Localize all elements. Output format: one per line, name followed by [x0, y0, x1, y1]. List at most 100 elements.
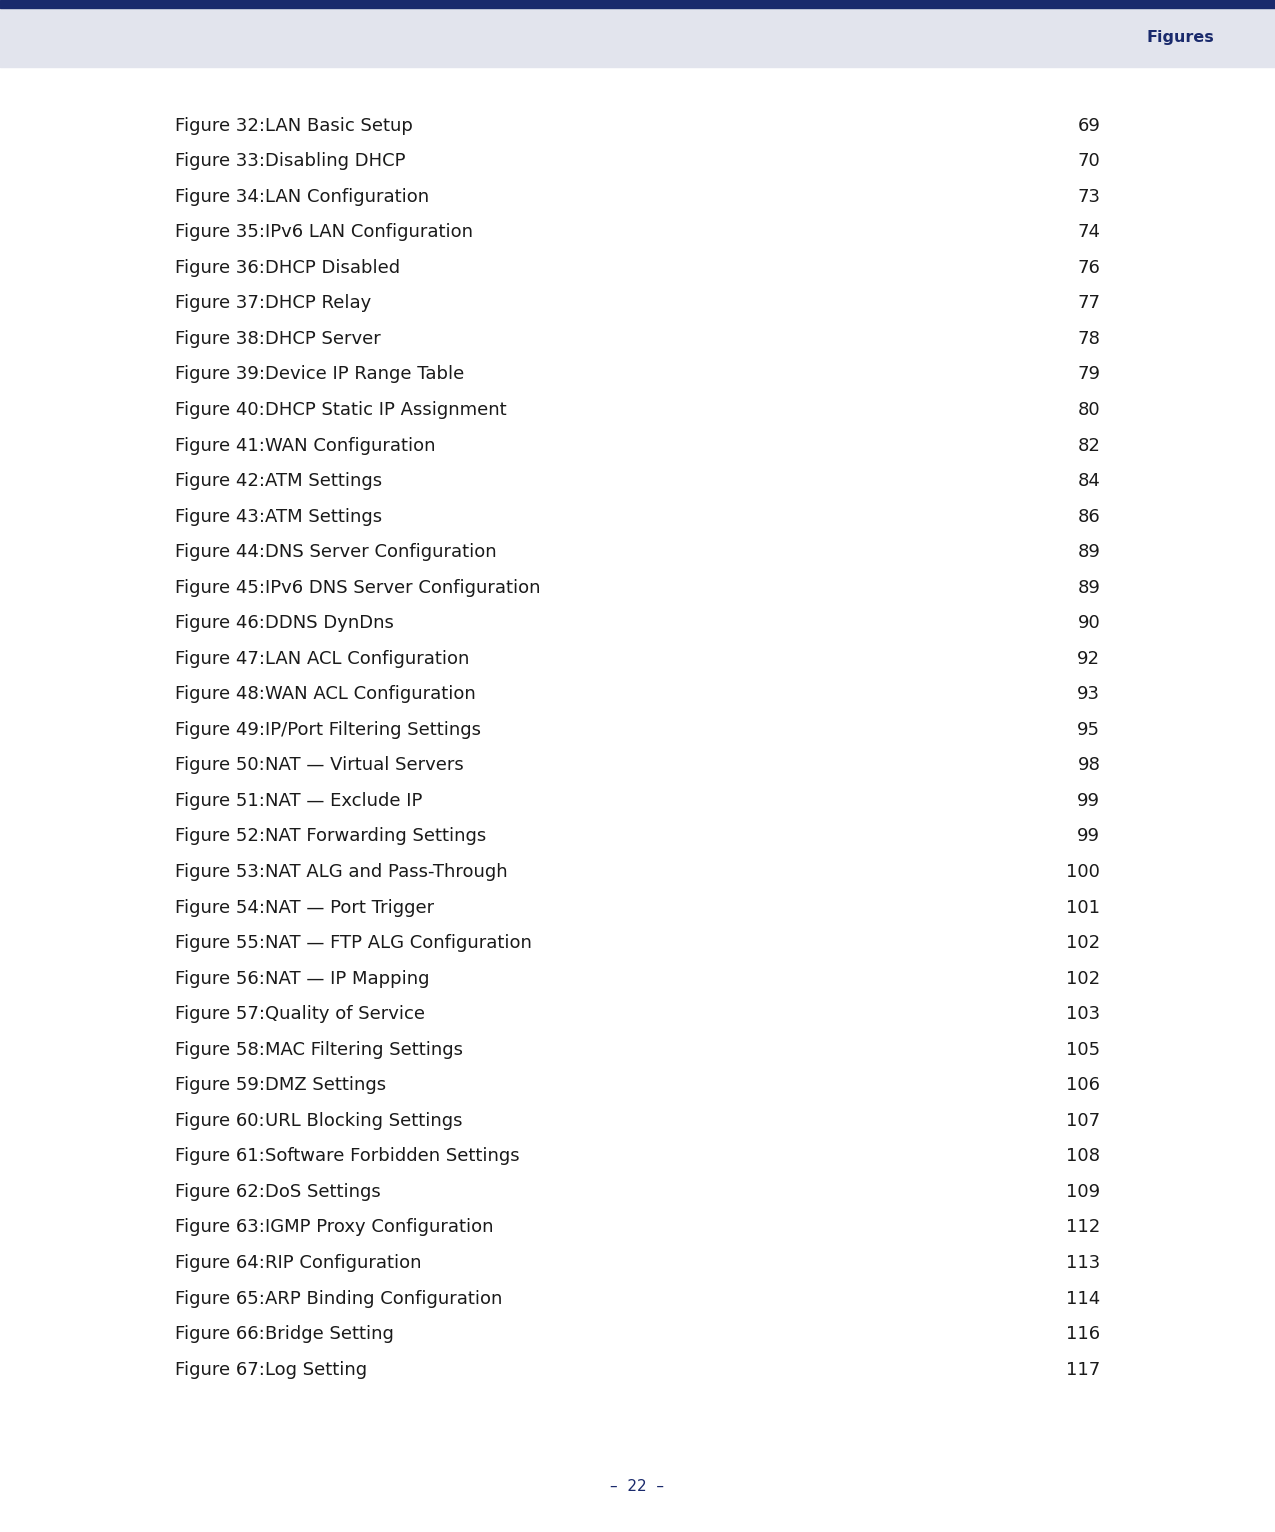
Text: IPv6 LAN Configuration: IPv6 LAN Configuration [265, 224, 473, 241]
Text: –  22  –: – 22 – [611, 1478, 664, 1494]
Text: Figure 39:: Figure 39: [175, 366, 265, 383]
Text: 70: 70 [1077, 152, 1100, 170]
Text: LAN ACL Configuration: LAN ACL Configuration [265, 650, 469, 668]
Text: 80: 80 [1077, 401, 1100, 418]
Text: DHCP Relay: DHCP Relay [265, 294, 371, 313]
Text: Figure 45:: Figure 45: [175, 579, 265, 596]
Text: Figures: Figures [1146, 31, 1214, 44]
Bar [0, 8, 1275, 67]
Text: 69: 69 [1077, 116, 1100, 135]
Text: DDNS DynDns: DDNS DynDns [265, 614, 394, 633]
Text: Figure 43:: Figure 43: [175, 507, 265, 525]
Bar [0, 0, 1275, 8]
Text: Figure 38:: Figure 38: [175, 329, 264, 348]
Text: Figure 66:: Figure 66: [175, 1325, 264, 1344]
Text: Figure 59:: Figure 59: [175, 1077, 265, 1094]
Text: Bridge Setting: Bridge Setting [265, 1325, 394, 1344]
Text: 117: 117 [1066, 1360, 1100, 1379]
Text: Figure 60:: Figure 60: [175, 1112, 264, 1129]
Text: 116: 116 [1066, 1325, 1100, 1344]
Text: WAN ACL Configuration: WAN ACL Configuration [265, 685, 476, 703]
Text: 99: 99 [1077, 792, 1100, 810]
Text: 77: 77 [1077, 294, 1100, 313]
Text: 103: 103 [1066, 1005, 1100, 1023]
Text: 108: 108 [1066, 1147, 1100, 1166]
Text: DHCP Static IP Assignment: DHCP Static IP Assignment [265, 401, 507, 418]
Text: 105: 105 [1066, 1040, 1100, 1059]
Text: Figure 65:: Figure 65: [175, 1290, 264, 1307]
Text: NAT — Port Trigger: NAT — Port Trigger [265, 899, 435, 916]
Text: 73: 73 [1077, 188, 1100, 205]
Text: Figure 50:: Figure 50: [175, 757, 264, 774]
Text: NAT — Exclude IP: NAT — Exclude IP [265, 792, 422, 810]
Text: Figure 32:: Figure 32: [175, 116, 265, 135]
Text: Figure 64:: Figure 64: [175, 1255, 264, 1272]
Text: IPv6 DNS Server Configuration: IPv6 DNS Server Configuration [265, 579, 541, 596]
Text: 112: 112 [1066, 1218, 1100, 1236]
Text: Device IP Range Table: Device IP Range Table [265, 366, 464, 383]
Text: 84: 84 [1077, 472, 1100, 490]
Text: Figure 58:: Figure 58: [175, 1040, 264, 1059]
Text: URL Blocking Settings: URL Blocking Settings [265, 1112, 463, 1129]
Text: Figure 41:: Figure 41: [175, 437, 264, 455]
Text: 93: 93 [1077, 685, 1100, 703]
Text: DNS Server Configuration: DNS Server Configuration [265, 544, 497, 561]
Text: 76: 76 [1077, 259, 1100, 277]
Text: WAN Configuration: WAN Configuration [265, 437, 436, 455]
Text: 99: 99 [1077, 827, 1100, 846]
Text: Disabling DHCP: Disabling DHCP [265, 152, 405, 170]
Text: 109: 109 [1066, 1183, 1100, 1201]
Text: DHCP Disabled: DHCP Disabled [265, 259, 400, 277]
Text: ATM Settings: ATM Settings [265, 507, 382, 525]
Text: 113: 113 [1066, 1255, 1100, 1272]
Text: 92: 92 [1077, 650, 1100, 668]
Text: 89: 89 [1077, 544, 1100, 561]
Text: Figure 57:: Figure 57: [175, 1005, 265, 1023]
Text: NAT — Virtual Servers: NAT — Virtual Servers [265, 757, 464, 774]
Text: Figure 37:: Figure 37: [175, 294, 265, 313]
Text: 90: 90 [1077, 614, 1100, 633]
Text: NAT — IP Mapping: NAT — IP Mapping [265, 970, 430, 988]
Text: 100: 100 [1066, 863, 1100, 881]
Text: NAT ALG and Pass-Through: NAT ALG and Pass-Through [265, 863, 507, 881]
Text: Figure 51:: Figure 51: [175, 792, 264, 810]
Text: NAT — FTP ALG Configuration: NAT — FTP ALG Configuration [265, 935, 532, 951]
Text: Figure 49:: Figure 49: [175, 722, 265, 738]
Text: IP/Port Filtering Settings: IP/Port Filtering Settings [265, 722, 481, 738]
Text: 101: 101 [1066, 899, 1100, 916]
Text: Figure 47:: Figure 47: [175, 650, 265, 668]
Text: 114: 114 [1066, 1290, 1100, 1307]
Text: 79: 79 [1077, 366, 1100, 383]
Text: LAN Basic Setup: LAN Basic Setup [265, 116, 413, 135]
Text: Figure 44:: Figure 44: [175, 544, 265, 561]
Text: LAN Configuration: LAN Configuration [265, 188, 430, 205]
Text: Figure 35:: Figure 35: [175, 224, 265, 241]
Text: Figure 34:: Figure 34: [175, 188, 265, 205]
Text: 98: 98 [1077, 757, 1100, 774]
Text: Figure 63:: Figure 63: [175, 1218, 264, 1236]
Text: Quality of Service: Quality of Service [265, 1005, 425, 1023]
Text: Log Setting: Log Setting [265, 1360, 367, 1379]
Text: NAT Forwarding Settings: NAT Forwarding Settings [265, 827, 487, 846]
Text: Figure 53:: Figure 53: [175, 863, 265, 881]
Text: Figure 33:: Figure 33: [175, 152, 265, 170]
Text: 102: 102 [1066, 970, 1100, 988]
Text: Figure 62:: Figure 62: [175, 1183, 264, 1201]
Text: Figure 55:: Figure 55: [175, 935, 265, 951]
Text: 102: 102 [1066, 935, 1100, 951]
Text: Figure 54:: Figure 54: [175, 899, 265, 916]
Text: Figure 40:: Figure 40: [175, 401, 264, 418]
Text: Figure 42:: Figure 42: [175, 472, 265, 490]
Text: Figure 56:: Figure 56: [175, 970, 264, 988]
Text: Figure 36:: Figure 36: [175, 259, 264, 277]
Text: Figure 67:: Figure 67: [175, 1360, 264, 1379]
Text: Software Forbidden Settings: Software Forbidden Settings [265, 1147, 520, 1166]
Text: 106: 106 [1066, 1077, 1100, 1094]
Text: IGMP Proxy Configuration: IGMP Proxy Configuration [265, 1218, 493, 1236]
Text: 89: 89 [1077, 579, 1100, 596]
Text: Figure 61:: Figure 61: [175, 1147, 264, 1166]
Text: 82: 82 [1077, 437, 1100, 455]
Text: 86: 86 [1077, 507, 1100, 525]
Text: ATM Settings: ATM Settings [265, 472, 382, 490]
Text: DMZ Settings: DMZ Settings [265, 1077, 386, 1094]
